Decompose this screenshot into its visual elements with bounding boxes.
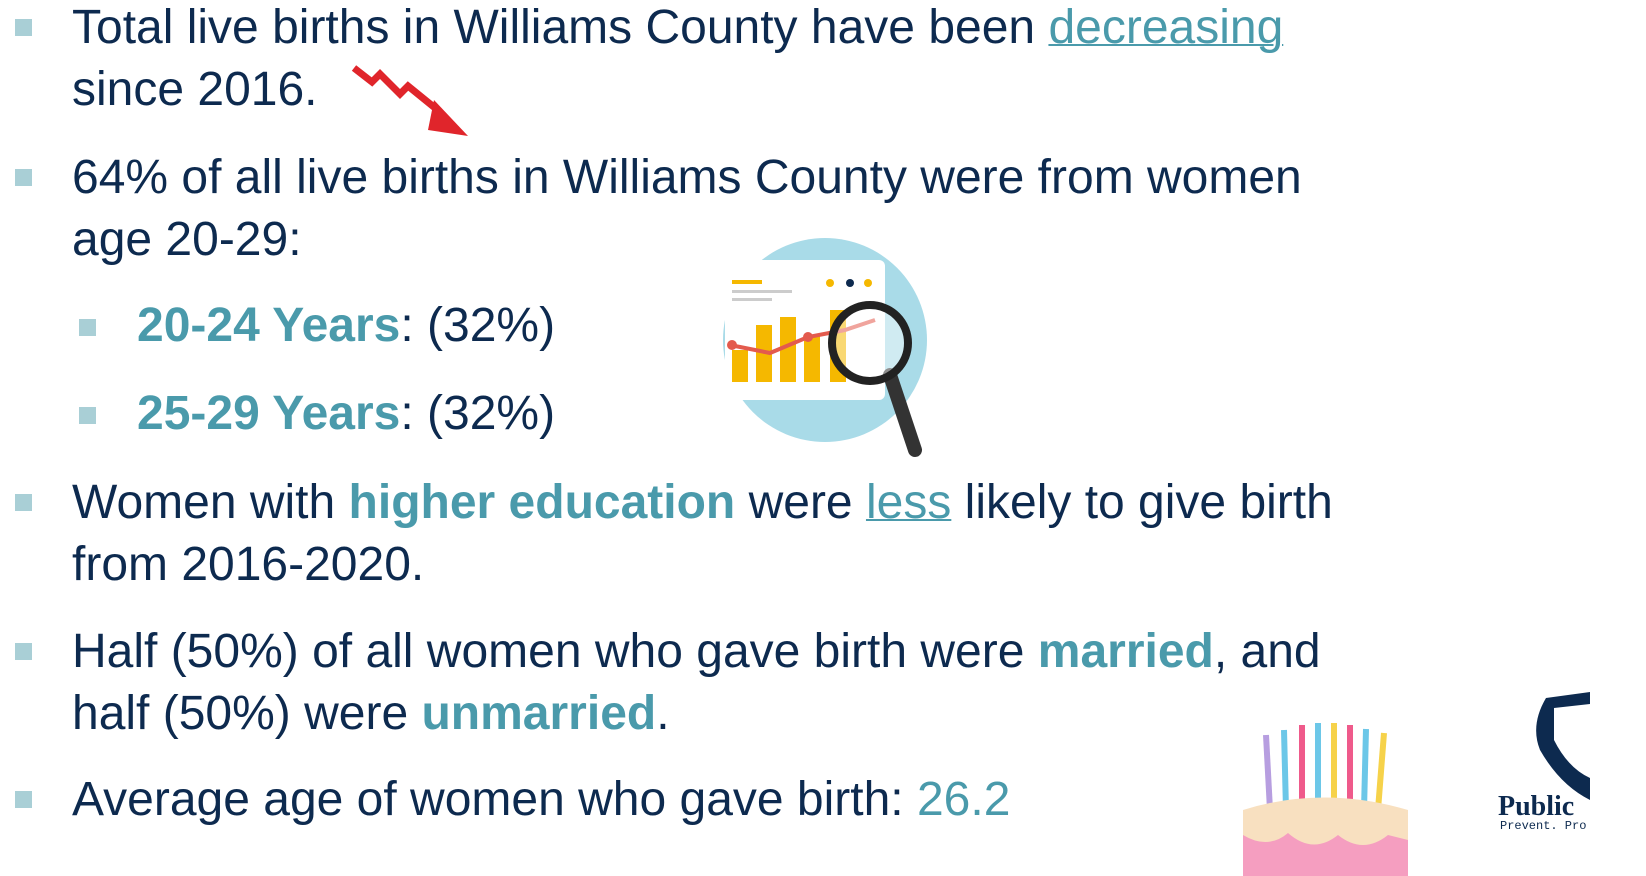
text: Women with	[72, 476, 349, 529]
label: 25-29 Years	[137, 387, 400, 440]
value: : (32%)	[400, 299, 555, 352]
text: age 20-29:	[72, 213, 302, 266]
bullet: 64% of all live births in Williams Count…	[72, 147, 1302, 271]
text: since 2016.	[72, 63, 318, 116]
text: half (50%) were	[72, 687, 421, 740]
text: from 2016-2020.	[72, 538, 424, 591]
text: Total live births in Williams County hav…	[72, 1, 1048, 54]
bullet: Women with higher education were less li…	[72, 472, 1333, 596]
text: likely to give birth	[951, 476, 1333, 529]
text: Half (50%) of all women who gave birth w…	[72, 625, 1038, 678]
bullet: Average age of women who gave birth: 26.…	[72, 769, 1010, 831]
label: 20-24 Years	[137, 299, 400, 352]
cake-illustration	[1238, 715, 1413, 876]
chart-illustration	[720, 235, 935, 465]
text: , and	[1214, 625, 1321, 678]
link[interactable]: decreasing	[1048, 1, 1283, 54]
link[interactable]: less	[866, 476, 951, 529]
value: : (32%)	[400, 387, 555, 440]
emphasis: unmarried	[421, 687, 656, 740]
logo: Public Prevent. Pro	[1490, 690, 1646, 876]
emphasis: higher education	[349, 476, 736, 529]
sub-bullet: 20-24 Years: (32%)	[137, 295, 555, 357]
text: .	[656, 687, 669, 740]
text: were	[735, 476, 866, 529]
bullet: Half (50%) of all women who gave birth w…	[72, 621, 1321, 745]
logo-tagline: Prevent. Pro	[1500, 819, 1586, 833]
logo-name: Public	[1498, 791, 1574, 822]
down-arrow-icon	[350, 60, 475, 140]
text: 64% of all live births in Williams Count…	[72, 151, 1302, 204]
emphasis: married	[1038, 625, 1214, 678]
text: Average age of women who gave birth:	[72, 773, 917, 826]
slide: Total live births in Williams County hav…	[0, 0, 1646, 876]
value: 26.2	[917, 773, 1010, 826]
bullet: Total live births in Williams County hav…	[72, 0, 1283, 121]
sub-bullet: 25-29 Years: (32%)	[137, 383, 555, 445]
